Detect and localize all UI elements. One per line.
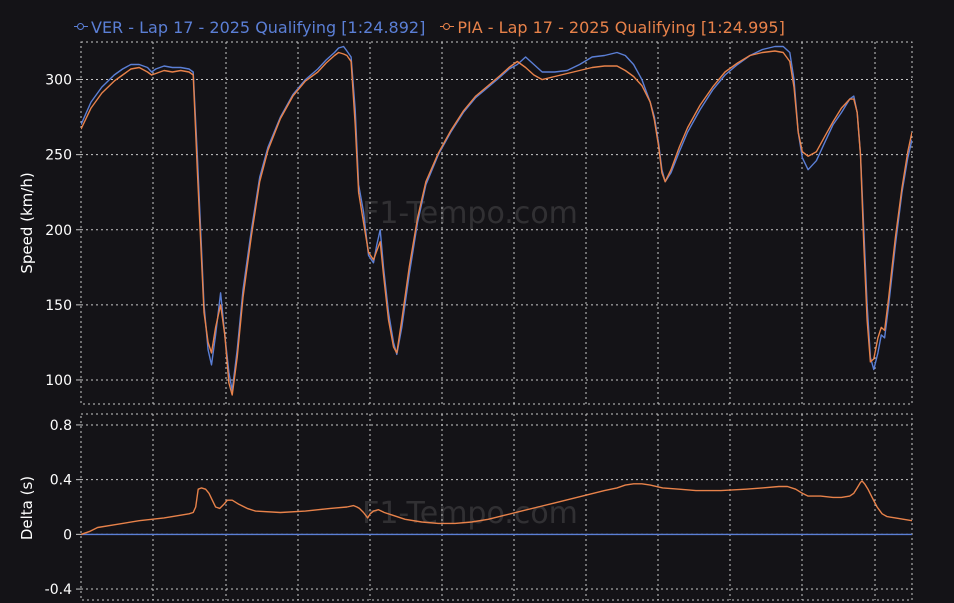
y-tick-label: 200 bbox=[45, 223, 72, 239]
chart-legend: VER - Lap 17 - 2025 Qualifying [1:24.892… bbox=[74, 17, 795, 37]
y-axis-label: Delta (s) bbox=[18, 476, 36, 540]
delta-plot: -0.4 0 0.4 0.8 Delta (s) bbox=[18, 413, 913, 601]
legend-marker-pia bbox=[440, 22, 455, 32]
legend-label-pia: PIA - Lap 17 - 2025 Qualifying [1:24.995… bbox=[457, 17, 785, 37]
y-tick-label: 100 bbox=[45, 373, 72, 389]
plot-frame bbox=[80, 413, 913, 601]
watermark: F1-Tempo.com bbox=[362, 196, 578, 231]
y-tick-label: 150 bbox=[45, 298, 72, 314]
legend-item-ver[interactable]: VER - Lap 17 - 2025 Qualifying [1:24.892… bbox=[74, 18, 425, 37]
series-line-ver bbox=[81, 45, 912, 392]
y-tick-label: -0.4 bbox=[45, 582, 72, 598]
y-tick-label: 300 bbox=[45, 73, 72, 89]
series-line-pia bbox=[81, 480, 912, 536]
y-tick-label: 250 bbox=[45, 148, 72, 164]
y-tick-label: 0 bbox=[63, 527, 72, 543]
y-axis-label: Speed (km/h) bbox=[18, 172, 36, 273]
y-tick-label: 0.4 bbox=[50, 473, 72, 489]
plot-frame bbox=[80, 41, 913, 405]
legend-marker-ver bbox=[74, 22, 88, 32]
legend-label-ver: VER - Lap 17 - 2025 Qualifying [1:24.892… bbox=[91, 17, 426, 37]
speed-plot: 100 150 200 250 300 Speed (km/h) bbox=[18, 41, 913, 405]
legend-item-pia[interactable]: PIA - Lap 17 - 2025 Qualifying [1:24.995… bbox=[440, 17, 785, 37]
series-line-pia bbox=[81, 50, 912, 396]
y-tick-label: 0.8 bbox=[50, 418, 72, 434]
watermark: F1-Tempo.com bbox=[362, 496, 578, 531]
